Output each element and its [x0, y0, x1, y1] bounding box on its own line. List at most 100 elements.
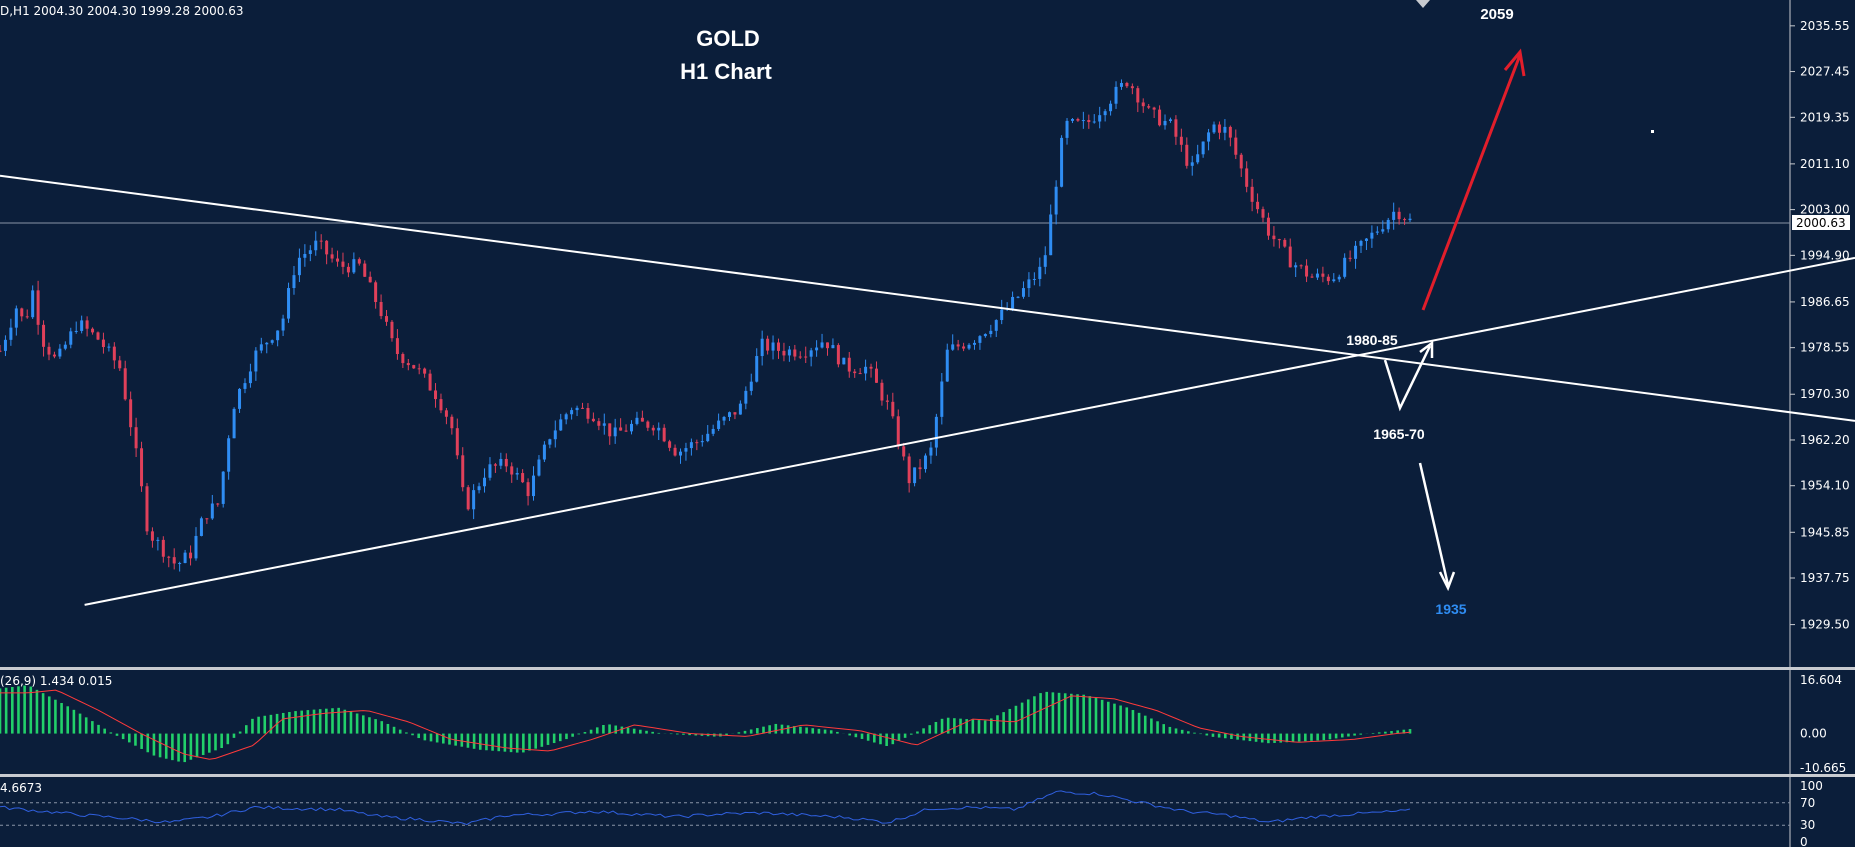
candle	[1201, 141, 1205, 158]
ascending-trendline	[84, 256, 1855, 606]
up-target-arrow	[1421, 48, 1526, 311]
candle	[749, 373, 753, 396]
period-marker-triangle	[1416, 0, 1430, 8]
candle	[483, 468, 487, 493]
candle	[842, 357, 846, 365]
candle	[80, 315, 84, 334]
candle	[194, 527, 198, 561]
candle	[385, 309, 389, 326]
candle	[1141, 98, 1145, 113]
candle	[227, 435, 231, 480]
candle	[902, 442, 906, 461]
candle	[836, 343, 840, 368]
candle	[444, 407, 448, 425]
candle	[983, 333, 987, 338]
candle	[243, 378, 247, 394]
candle	[1299, 264, 1303, 269]
candle	[798, 351, 802, 359]
candle	[1147, 103, 1151, 110]
candle	[1332, 273, 1336, 283]
candle	[1386, 217, 1390, 233]
candle	[205, 518, 209, 524]
candle	[1092, 114, 1096, 124]
candle	[504, 453, 508, 473]
candle	[679, 448, 683, 464]
candle	[825, 342, 829, 356]
candle	[390, 319, 394, 342]
candle	[156, 537, 160, 551]
candle	[1000, 299, 1004, 325]
candle	[352, 252, 356, 274]
candle	[820, 333, 824, 349]
candle	[619, 418, 623, 431]
candle	[956, 339, 960, 351]
candle	[36, 280, 40, 335]
candle	[510, 462, 514, 483]
current-price-label: 2000.63	[1796, 216, 1846, 230]
candle	[341, 252, 345, 275]
candle	[1245, 161, 1249, 193]
candle	[640, 410, 644, 422]
candle	[1310, 273, 1314, 279]
down-target-arrow	[1418, 462, 1456, 592]
candle	[412, 364, 416, 369]
price-tick-label: 1978.55	[1800, 341, 1850, 355]
candle	[1087, 114, 1091, 129]
candle	[668, 439, 672, 452]
candle	[673, 444, 677, 457]
price-tick-label: 2003.00	[1800, 203, 1850, 217]
candle	[602, 413, 606, 435]
candle	[684, 442, 688, 461]
candle	[1196, 144, 1200, 165]
candle	[74, 321, 78, 334]
candle	[581, 402, 585, 409]
candle	[1207, 128, 1211, 151]
candle	[112, 342, 116, 369]
candle	[1065, 118, 1069, 145]
candle	[1266, 212, 1270, 240]
candle	[1321, 266, 1325, 283]
candle	[521, 469, 525, 484]
candle	[695, 439, 699, 451]
candle	[363, 260, 367, 278]
target-up-label: 2059	[1480, 6, 1513, 23]
candle	[1130, 83, 1134, 95]
candle	[1185, 137, 1189, 169]
candle	[1109, 100, 1113, 116]
candle	[325, 240, 329, 265]
candle	[1027, 272, 1031, 297]
candle	[711, 424, 715, 437]
candle	[189, 545, 193, 566]
candle	[1397, 207, 1401, 225]
candle	[379, 294, 383, 320]
candle	[624, 424, 628, 432]
candle	[553, 420, 557, 448]
candle	[210, 494, 214, 520]
candle	[52, 351, 56, 359]
rsi-tick-label: 0	[1800, 835, 1808, 847]
candle	[276, 330, 280, 347]
candle	[880, 379, 884, 406]
candle	[1212, 121, 1216, 134]
candle	[368, 271, 372, 283]
price-tick-label: 2035.55	[1800, 19, 1850, 33]
candle	[700, 434, 704, 447]
chart-title-symbol: GOLD	[696, 26, 760, 51]
header-info: D,H1 2004.30 2004.30 1999.28 2000.63	[0, 4, 243, 18]
candle	[967, 343, 971, 351]
candle	[1098, 106, 1102, 129]
candle	[608, 423, 612, 445]
candle	[1381, 220, 1385, 234]
candle	[635, 411, 639, 426]
candle	[1261, 206, 1265, 223]
candle	[1359, 239, 1363, 254]
candle	[782, 342, 786, 362]
candle	[597, 418, 601, 431]
candle	[488, 457, 492, 481]
candle	[183, 549, 187, 564]
candle	[1408, 213, 1412, 222]
candle	[940, 373, 944, 425]
candle	[1163, 114, 1167, 130]
rsi-tick-label: 70	[1800, 796, 1815, 810]
candle	[542, 441, 546, 463]
